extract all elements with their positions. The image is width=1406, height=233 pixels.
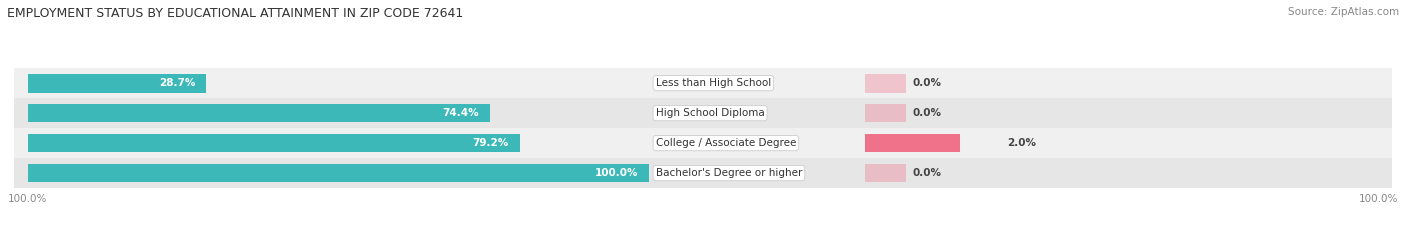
Bar	[14, 158, 1392, 188]
Text: College / Associate Degree: College / Associate Degree	[655, 138, 796, 148]
Bar	[28, 164, 650, 182]
Text: 0.0%: 0.0%	[912, 78, 942, 88]
Bar	[865, 104, 905, 123]
Text: EMPLOYMENT STATUS BY EDUCATIONAL ATTAINMENT IN ZIP CODE 72641: EMPLOYMENT STATUS BY EDUCATIONAL ATTAINM…	[7, 7, 464, 20]
Bar	[14, 128, 1392, 158]
Text: 74.4%: 74.4%	[443, 108, 479, 118]
Text: 2.0%: 2.0%	[1007, 138, 1036, 148]
Bar	[865, 74, 905, 93]
Text: 100.0%: 100.0%	[595, 168, 638, 178]
Text: High School Diploma: High School Diploma	[655, 108, 765, 118]
Bar	[28, 104, 489, 123]
Bar	[865, 134, 960, 152]
Text: Source: ZipAtlas.com: Source: ZipAtlas.com	[1288, 7, 1399, 17]
Text: 0.0%: 0.0%	[912, 108, 942, 118]
Text: 79.2%: 79.2%	[472, 138, 509, 148]
Text: Less than High School: Less than High School	[655, 78, 770, 88]
Bar	[28, 74, 205, 93]
Text: Bachelor's Degree or higher: Bachelor's Degree or higher	[655, 168, 801, 178]
Bar	[28, 134, 520, 152]
Bar	[14, 98, 1392, 128]
Text: 0.0%: 0.0%	[912, 168, 942, 178]
Text: 28.7%: 28.7%	[159, 78, 195, 88]
Bar	[14, 68, 1392, 98]
Bar	[865, 164, 905, 182]
